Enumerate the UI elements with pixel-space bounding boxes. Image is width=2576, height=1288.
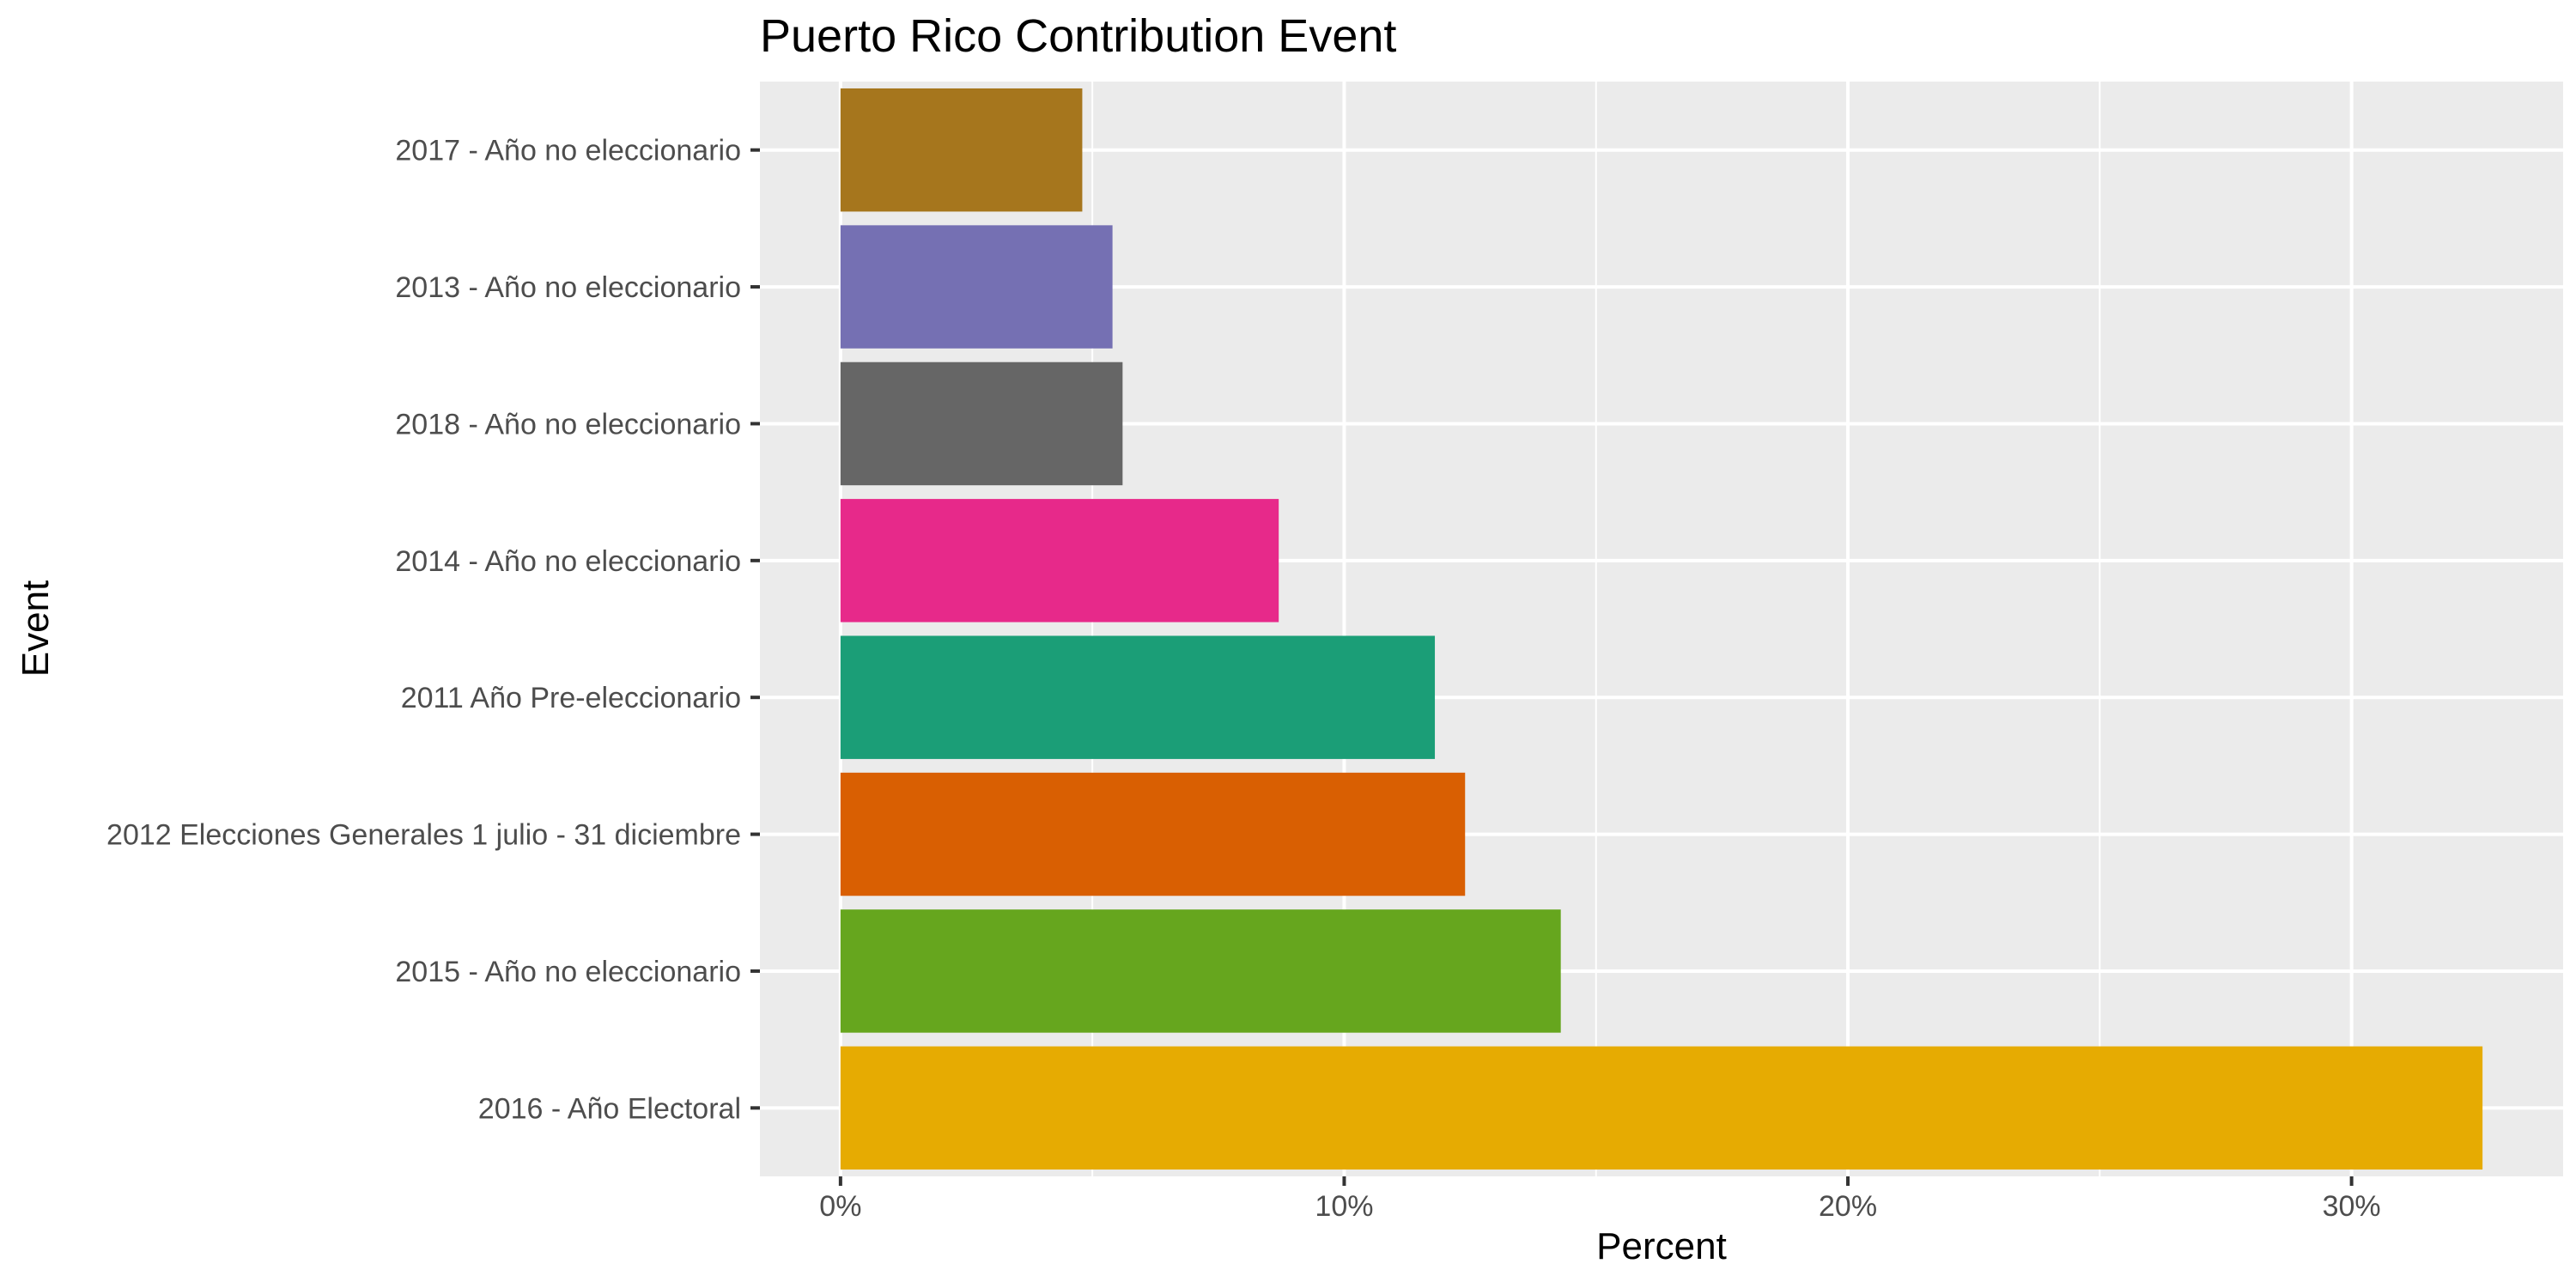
y-axis: 2017 - Año no eleccionario 2013 - Año no … [106,135,760,1125]
bar [840,499,1279,623]
bar [840,1046,2483,1170]
bars [840,88,2483,1170]
x-tick-label: 0% [819,1190,861,1223]
bar [840,909,1561,1033]
x-tick-label: 10% [1315,1190,1373,1223]
y-tick-label: 2016 - Año Electoral [478,1092,741,1125]
bar [840,88,1083,212]
chart-title: Puerto Rico Contribution Event [760,10,1396,62]
bar [840,772,1466,896]
bar [840,225,1113,349]
bar [840,361,1123,486]
y-tick-label: 2014 - Año no eleccionario [395,545,741,578]
y-tick-label: 2013 - Año no eleccionario [395,271,741,304]
x-axis: 0% 10% 20% 30% [819,1176,2381,1223]
x-tick-label: 20% [1819,1190,1877,1223]
x-tick-label: 30% [2323,1190,2381,1223]
bar [840,635,1436,759]
y-tick-label: 2012 Elecciones Generales 1 julio - 31 d… [106,819,741,852]
y-tick-label: 2017 - Año no eleccionario [395,135,741,167]
y-tick-label: 2011 Año Pre-eleccionario [401,682,741,714]
y-axis-title: Event [15,580,57,677]
y-tick-label: 2018 - Año no eleccionario [395,408,741,440]
x-axis-title: Percent [1596,1225,1727,1267]
y-tick-label: 2015 - Año no eleccionario [395,956,741,988]
